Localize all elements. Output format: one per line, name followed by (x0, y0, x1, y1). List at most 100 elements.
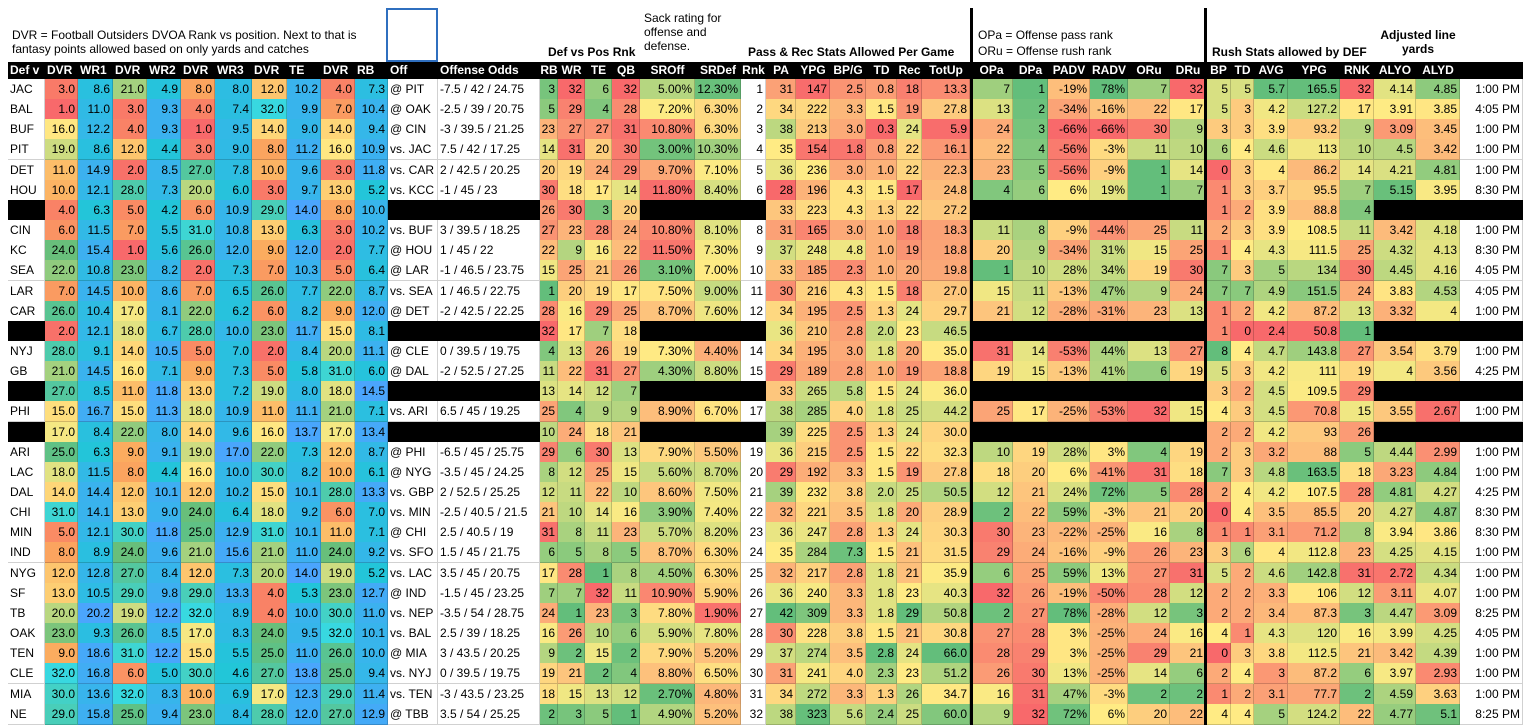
stat-cell[interactable]: 30 (766, 623, 796, 645)
stat-cell[interactable]: 15.6 (215, 542, 252, 564)
stat-cell[interactable]: 7.20% (640, 99, 695, 121)
stat-cell[interactable]: 13.0 (113, 502, 147, 524)
stat-cell[interactable]: 23.0 (181, 703, 215, 725)
stat-cell[interactable] (1048, 320, 1090, 342)
stat-cell[interactable]: 142.8 (1288, 562, 1340, 584)
stat-cell[interactable]: 9.0 (287, 119, 321, 141)
stat-cell[interactable]: 22 (897, 139, 922, 161)
team-cell[interactable]: CLE (8, 663, 45, 685)
stat-cell[interactable]: 4.59 (1374, 683, 1416, 705)
stat-cell[interactable]: 2.0 (45, 320, 78, 342)
stat-cell[interactable]: 3 (1231, 159, 1254, 181)
stat-cell[interactable]: 4.9 (1254, 280, 1288, 302)
stat-cell[interactable]: 3.09 (1374, 119, 1416, 141)
stat-cell[interactable]: 3.63 (1416, 683, 1460, 705)
opponent-cell[interactable]: @ DET (388, 300, 438, 322)
stat-cell[interactable]: 15 (1170, 401, 1206, 423)
stat-cell[interactable]: 25.0 (45, 441, 78, 463)
stat-cell[interactable]: 11.1 (287, 401, 321, 423)
stat-cell[interactable]: 31 (766, 79, 796, 100)
stat-cell[interactable]: 2.4 (1254, 320, 1288, 342)
stat-cell[interactable]: 5.3 (287, 582, 321, 604)
stat-cell[interactable]: 13 (558, 340, 585, 362)
opponent-cell[interactable] (388, 421, 438, 443)
stat-cell[interactable]: 3.3 (1254, 582, 1288, 604)
kickoff-time-cell[interactable] (1460, 381, 1523, 403)
stat-cell[interactable]: 1.8 (866, 401, 897, 423)
stat-cell[interactable]: 1 (1206, 300, 1231, 322)
stat-cell[interactable]: 2.93 (1416, 663, 1460, 685)
stat-cell[interactable]: 17.0 (45, 421, 78, 443)
stat-cell[interactable]: 185 (796, 260, 830, 282)
stat-cell[interactable]: 7.90% (640, 643, 695, 665)
column-header[interactable]: PA (773, 63, 789, 77)
stat-cell[interactable]: 10.30% (695, 139, 741, 161)
stat-cell[interactable]: 10.0 (287, 602, 321, 624)
stat-cell[interactable]: 20 (1170, 502, 1206, 524)
opponent-cell[interactable]: @ TBB (388, 703, 438, 725)
stat-cell[interactable]: 26.0 (252, 280, 287, 302)
stat-cell[interactable]: 4 (558, 401, 585, 423)
stat-cell[interactable]: 9 (612, 401, 640, 423)
stat-cell[interactable]: 31 (540, 522, 558, 544)
column-header[interactable]: TD (873, 63, 890, 77)
stat-cell[interactable]: 7.40% (695, 502, 741, 524)
stat-cell[interactable]: 2 (558, 643, 585, 665)
stat-cell[interactable]: 20 (897, 340, 922, 362)
stat-cell[interactable]: 30.0 (45, 683, 78, 705)
stat-cell[interactable]: 31 (766, 220, 796, 242)
stat-cell[interactable]: 2 (1206, 441, 1231, 463)
stat-cell[interactable]: 10 (1170, 139, 1206, 161)
stat-cell[interactable]: 3 (1254, 663, 1288, 685)
stat-cell[interactable]: 21 (741, 482, 766, 503)
stat-cell[interactable]: 8.6 (78, 139, 113, 161)
stat-cell[interactable]: 21.0 (113, 79, 147, 100)
stat-cell[interactable]: 32 (766, 502, 796, 524)
stat-cell[interactable]: 6.0 (113, 663, 147, 685)
stat-cell[interactable]: 12 (1128, 602, 1170, 624)
kickoff-time-cell[interactable]: 1:00 PM (1460, 562, 1523, 584)
stat-cell[interactable] (741, 421, 766, 443)
stat-cell[interactable]: 11.50% (640, 240, 695, 262)
stat-cell[interactable]: 37 (766, 643, 796, 665)
stat-cell[interactable]: 26 (558, 623, 585, 645)
stat-cell[interactable]: 3 (1170, 602, 1206, 624)
stat-cell[interactable]: 5.60% (640, 461, 695, 483)
stat-cell[interactable]: 0 (1206, 159, 1231, 181)
stat-cell[interactable]: 31 (741, 683, 766, 705)
stat-cell[interactable]: 18 (897, 220, 922, 242)
stat-cell[interactable]: 9 (1340, 119, 1374, 141)
stat-cell[interactable]: 35 (766, 542, 796, 564)
stat-cell[interactable] (695, 199, 741, 221)
stat-cell[interactable]: -34% (1048, 240, 1090, 262)
stat-cell[interactable]: 7.3 (215, 361, 252, 383)
stat-cell[interactable]: 22.3 (922, 159, 970, 181)
stat-cell[interactable]: 10.0 (252, 159, 287, 181)
stat-cell[interactable]: 17 (585, 179, 612, 201)
stat-cell[interactable]: 10.2 (355, 220, 388, 242)
stat-cell[interactable]: 1.3 (866, 300, 897, 322)
stat-cell[interactable]: 2.5 (830, 421, 866, 443)
stat-cell[interactable]: 4.4 (147, 461, 181, 483)
opponent-cell[interactable]: @ CLE (388, 340, 438, 362)
stat-cell[interactable]: 9.4 (147, 703, 181, 725)
stat-cell[interactable]: 4.21 (1374, 159, 1416, 181)
kickoff-time-cell[interactable]: 1:00 PM (1460, 401, 1523, 423)
stat-cell[interactable]: 4.0 (252, 602, 287, 624)
stat-cell[interactable]: 4 (1231, 340, 1254, 362)
stat-cell[interactable]: 120 (1288, 623, 1340, 645)
stat-cell[interactable]: 9.6 (215, 421, 252, 443)
stat-cell[interactable]: 11.4 (355, 683, 388, 705)
stat-cell[interactable]: 27.0 (113, 562, 147, 584)
stat-cell[interactable]: 4 (1231, 482, 1254, 503)
stat-cell[interactable]: 8 (1170, 522, 1206, 544)
stat-cell[interactable]: 28.0 (181, 320, 215, 342)
team-cell[interactable]: CAR (8, 300, 45, 322)
stat-cell[interactable]: 13.0 (181, 381, 215, 403)
stat-cell[interactable]: 22 (741, 502, 766, 524)
column-header[interactable]: DVR (115, 63, 141, 77)
team-cell[interactable]: CIN (8, 220, 45, 242)
stat-cell[interactable]: 2 (1170, 683, 1206, 705)
stat-cell[interactable]: 2 (1206, 220, 1231, 242)
selected-cell[interactable] (386, 8, 438, 62)
